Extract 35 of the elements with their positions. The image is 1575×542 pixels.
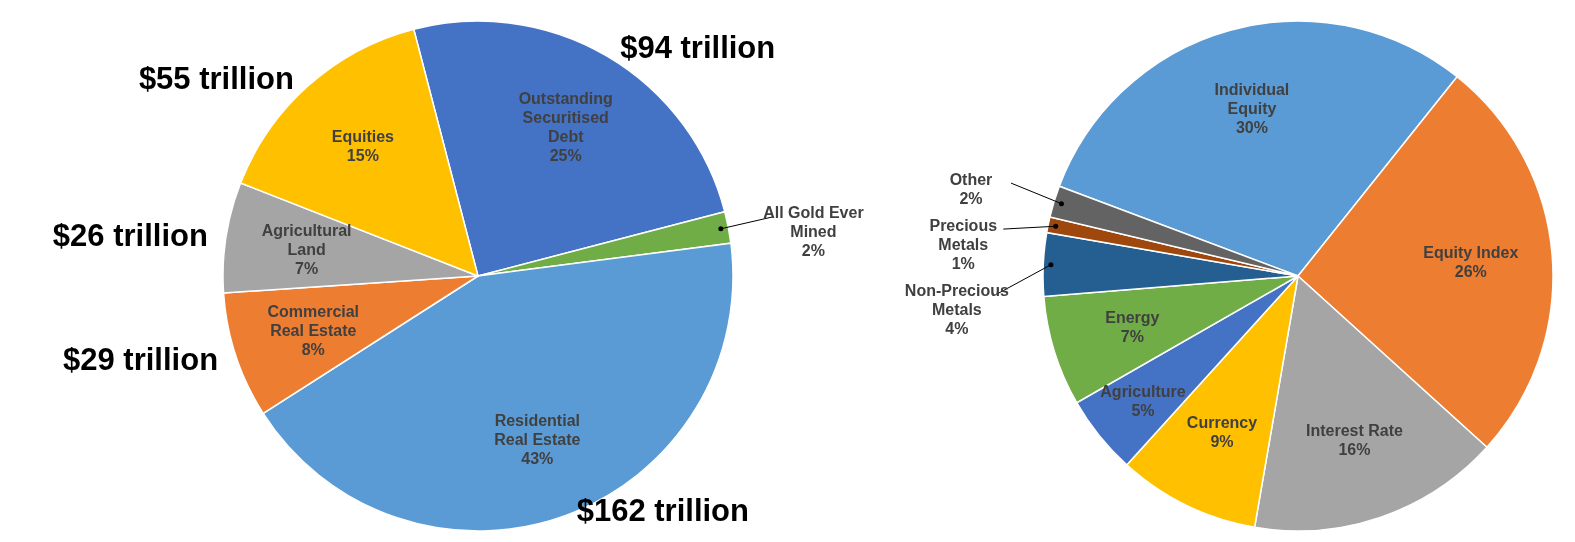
data-label: 7%: [295, 260, 319, 278]
slice-label: Equities: [331, 128, 395, 146]
text: $55 trillion: [138, 60, 294, 96]
slice-label: Precious Metals: [929, 216, 998, 253]
data-label: 25%: [549, 146, 582, 164]
data-label: 15%: [346, 147, 379, 165]
data-label: 43%: [521, 449, 554, 467]
data-label: 1%: [951, 254, 975, 272]
data-label: 8%: [301, 340, 325, 358]
data-label: 26%: [1454, 263, 1487, 281]
slice-label: Energy: [1105, 309, 1160, 327]
data-label: 16%: [1338, 441, 1371, 459]
slice-label: Interest Rate: [1305, 422, 1404, 440]
slice-label: Residential Real Estate: [494, 411, 581, 448]
slice-label: Other: [949, 170, 993, 188]
data-label: 30%: [1235, 119, 1268, 137]
slice-label: Individual Equity: [1214, 81, 1290, 118]
data-label: 2%: [959, 189, 983, 207]
data-label: 9%: [1210, 432, 1234, 450]
data-label: 5%: [1131, 401, 1155, 419]
data-label: 7%: [1120, 328, 1144, 346]
text: $29 trillion: [63, 341, 219, 377]
slice-label: Agricultural Land: [261, 222, 352, 259]
data-label: 4%: [945, 319, 969, 337]
text: $26 trillion: [52, 218, 208, 254]
slice-label: Agriculture: [1100, 382, 1186, 400]
slice-label: All Gold Ever Mined: [763, 204, 864, 241]
data-label: 2%: [801, 242, 825, 260]
slice-label: Non-Precious Metals: [904, 281, 1009, 318]
text: $94 trillion: [620, 30, 776, 66]
slice-label: Equity Index: [1423, 244, 1519, 262]
slice-label: Commercial Real Estate: [267, 302, 360, 339]
slice-label: Outstanding Securitised Debt: [518, 89, 613, 145]
text: $162 trillion: [576, 492, 749, 528]
slice-label: Currency: [1186, 413, 1258, 431]
